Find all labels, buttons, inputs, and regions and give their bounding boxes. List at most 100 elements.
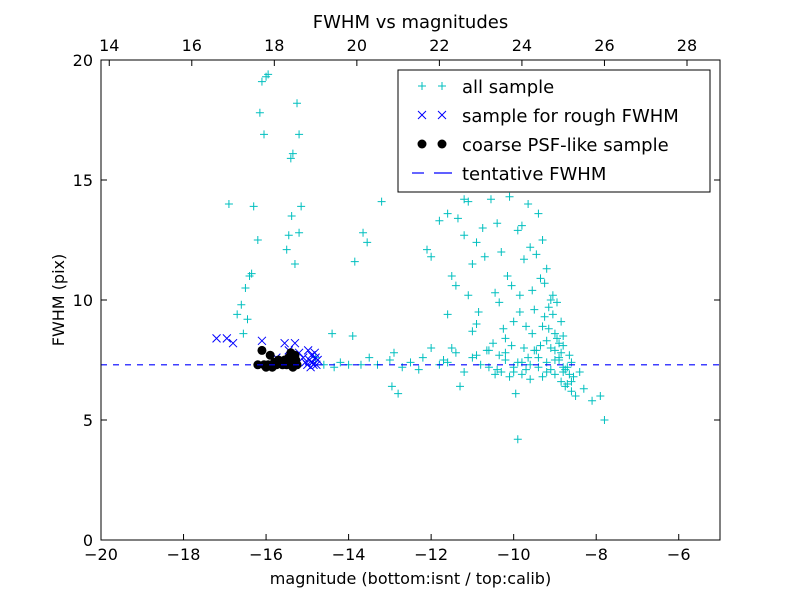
- data-point-all-sample: [491, 288, 500, 297]
- data-point-all-sample: [350, 257, 359, 266]
- data-point-all-sample: [389, 348, 398, 357]
- legend-plus-mark: [418, 82, 426, 90]
- data-point-all-sample: [468, 353, 477, 362]
- data-point-all-sample: [233, 310, 242, 319]
- x-tick-label: −8: [584, 545, 608, 564]
- data-point-all-sample: [517, 221, 526, 230]
- data-point-all-sample: [561, 382, 570, 391]
- data-point-all-sample: [365, 353, 374, 362]
- data-point-all-sample: [253, 236, 262, 244]
- data-point-all-sample: [575, 368, 584, 376]
- data-point-all-sample: [503, 272, 512, 280]
- data-point-all-sample: [528, 286, 537, 295]
- data-point-all-sample: [526, 243, 535, 252]
- data-point-all-sample: [542, 368, 551, 376]
- x-axis-bottom: −20 −18 −16 −14 −12 −10 −8 −6: [84, 534, 691, 564]
- legend-marker-x-icon: [417, 110, 447, 120]
- x-tick-label: −6: [667, 545, 691, 564]
- data-point-all-sample: [447, 344, 456, 352]
- data-point-all-sample: [249, 202, 258, 211]
- data-point-all-sample: [565, 370, 574, 379]
- data-point-all-sample: [328, 329, 337, 338]
- data-point-all-sample: [563, 363, 572, 372]
- data-point-all-sample: [596, 392, 605, 400]
- top-tick-label: 28: [677, 36, 697, 55]
- data-point-all-sample: [542, 336, 551, 345]
- data-point-all-sample: [495, 298, 504, 307]
- data-point-all-sample: [532, 250, 541, 259]
- data-point-all-sample: [493, 219, 502, 228]
- data-point-all-sample: [540, 279, 549, 288]
- data-point-all-sample: [286, 154, 295, 163]
- data-point-all-sample: [546, 296, 555, 304]
- data-point-all-sample: [557, 377, 566, 386]
- data-point-all-sample: [472, 238, 481, 247]
- y-tick-label: 20: [73, 51, 93, 70]
- data-point-all-sample: [600, 416, 609, 424]
- data-point-all-sample: [241, 284, 250, 292]
- data-point-all-sample: [414, 365, 423, 374]
- data-point-all-sample: [515, 308, 524, 316]
- x-tick-label: −16: [249, 545, 283, 564]
- data-point-all-sample: [559, 341, 568, 350]
- data-point-all-sample: [567, 387, 576, 396]
- data-point-all-sample: [257, 77, 266, 86]
- data-point-all-sample: [588, 396, 597, 405]
- data-point-all-sample: [439, 356, 448, 364]
- data-point-rough-fwhm: [222, 334, 232, 343]
- data-point-all-sample: [363, 238, 372, 247]
- data-point-all-sample: [377, 197, 386, 206]
- y-tick-label: 0: [83, 531, 93, 550]
- data-point-all-sample: [509, 368, 518, 376]
- data-point-all-sample: [569, 372, 578, 381]
- data-point-all-sample: [497, 248, 506, 256]
- legend-plus-mark: [438, 82, 446, 90]
- data-point-all-sample: [427, 252, 436, 261]
- x-axis-label: magnitude (bottom:isnt / top:calib): [270, 569, 551, 588]
- x-tick-label: −14: [332, 545, 366, 564]
- data-point-all-sample: [557, 317, 566, 326]
- data-point-all-sample: [528, 329, 537, 338]
- top-tick-label: 26: [594, 36, 614, 55]
- y-axis: 0 5 10 15 20: [73, 51, 720, 550]
- data-point-all-sample: [579, 384, 588, 393]
- data-point-all-sample: [423, 245, 432, 254]
- legend-label-coarse-psf: coarse PSF-like sample: [462, 135, 669, 156]
- data-point-all-sample: [468, 327, 477, 336]
- data-point-all-sample: [495, 351, 504, 360]
- data-point-all-sample: [387, 382, 396, 391]
- data-point-all-sample: [427, 344, 436, 352]
- data-point-all-sample: [443, 310, 452, 319]
- data-point-all-sample: [456, 382, 465, 391]
- data-point-all-sample: [482, 346, 491, 355]
- data-point-rough-fwhm: [280, 338, 289, 348]
- data-point-all-sample: [295, 130, 304, 139]
- data-point-all-sample: [550, 346, 559, 355]
- data-point-all-sample: [550, 370, 559, 379]
- data-point-all-sample: [260, 130, 269, 139]
- data-point-all-sample: [536, 341, 545, 350]
- data-point-all-sample: [460, 231, 469, 240]
- data-point-all-sample: [472, 320, 481, 328]
- data-point-all-sample: [239, 329, 248, 338]
- legend: all sample sample for rough FWHM coarse …: [397, 69, 711, 193]
- data-point-all-sample: [544, 303, 553, 312]
- data-point-all-sample: [524, 353, 533, 362]
- legend-entry-tentative-fwhm: tentative FWHM: [412, 164, 606, 185]
- data-point-all-sample: [511, 389, 520, 398]
- x-tick-label: −10: [497, 545, 531, 564]
- y-tick-label: 10: [73, 291, 93, 310]
- data-point-all-sample: [264, 70, 273, 79]
- data-point-all-sample: [472, 351, 481, 360]
- data-point-all-sample: [443, 209, 452, 218]
- data-point-all-sample: [489, 339, 498, 348]
- data-point-all-sample: [288, 149, 297, 158]
- data-point-all-sample: [447, 272, 456, 280]
- data-point-all-sample: [555, 353, 564, 362]
- data-point-all-sample: [515, 291, 524, 300]
- data-point-all-sample: [565, 351, 574, 360]
- data-point-rough-fwhm: [228, 338, 238, 348]
- legend-entry-rough-fwhm: sample for rough FWHM: [417, 106, 679, 127]
- data-point-all-sample: [544, 324, 553, 333]
- data-point-all-sample: [243, 315, 252, 324]
